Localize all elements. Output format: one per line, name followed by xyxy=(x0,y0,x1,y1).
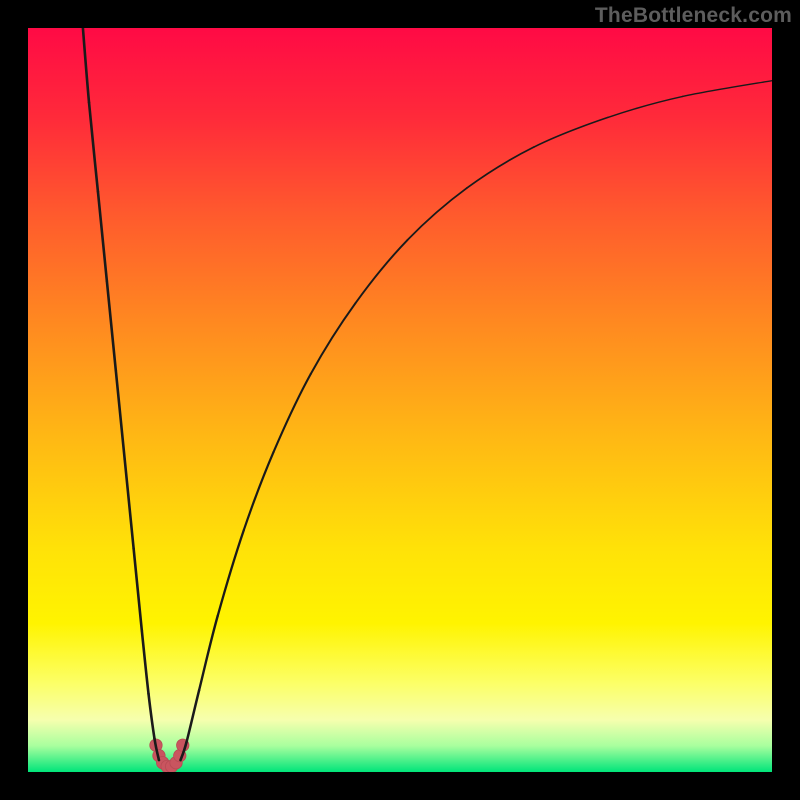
attribution-watermark: TheBottleneck.com xyxy=(595,4,792,28)
plot-background xyxy=(28,28,772,772)
bottleneck-chart-svg xyxy=(0,0,800,800)
chart-container: TheBottleneck.com xyxy=(0,0,800,800)
